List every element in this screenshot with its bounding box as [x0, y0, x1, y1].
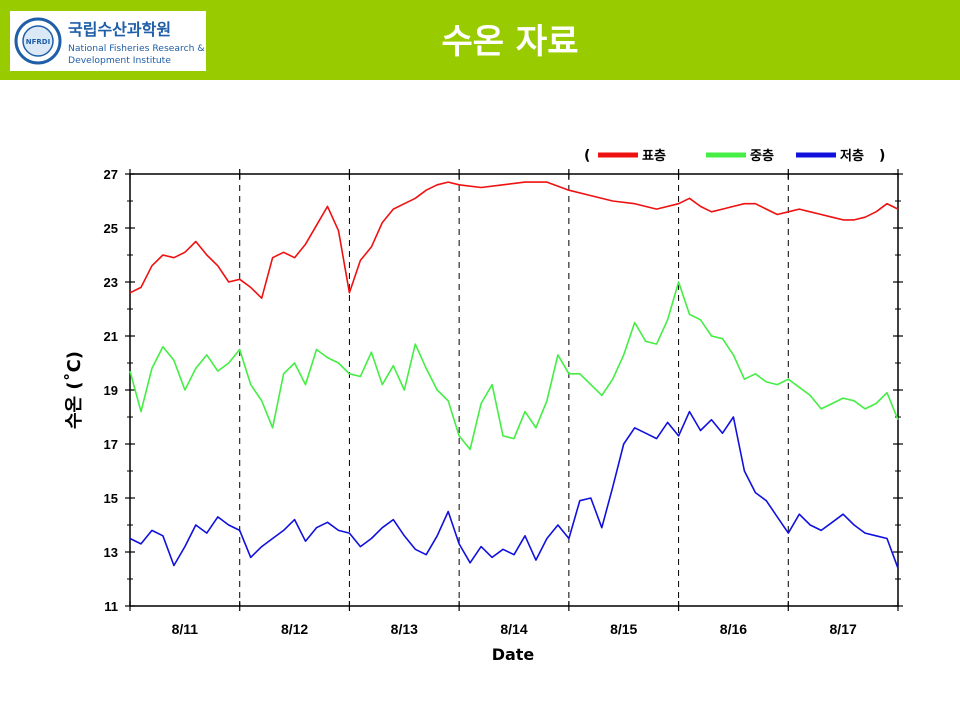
x-date-label-8-13: 8/13	[391, 621, 418, 637]
y-tick-label-27: 27	[104, 167, 118, 182]
slide-title: 수온 자료	[441, 22, 579, 62]
y-tick-label-11: 11	[104, 599, 118, 614]
x-date-label-8-11: 8/11	[172, 621, 199, 637]
x-date-label-8-16: 8/16	[720, 621, 747, 637]
y-axis-label: 수온 (˚C)	[63, 351, 85, 429]
y-tick-label-15: 15	[104, 491, 118, 506]
y-tick-label-25: 25	[104, 221, 118, 236]
series-line-2	[129, 281, 899, 451]
x-axis-label: Date	[492, 645, 535, 664]
series-line-3	[129, 410, 899, 569]
y-tick-label-21: 21	[104, 329, 118, 344]
svg-text:NFRDI: NFRDI	[26, 38, 50, 46]
legend-label-3: 저층	[840, 148, 864, 163]
y-tick-label-13: 13	[104, 545, 118, 560]
x-date-label-8-17: 8/17	[830, 621, 857, 637]
x-date-label-8-14: 8/14	[500, 621, 527, 637]
legend-open-paren: (	[584, 148, 590, 164]
legend-label-1: 표층	[642, 148, 666, 163]
legend-label-2: 중층	[750, 148, 774, 163]
y-tick-label-23: 23	[104, 275, 118, 290]
y-tick-label-19: 19	[104, 383, 118, 398]
x-date-label-8-15: 8/15	[610, 621, 637, 637]
y-tick-label-17: 17	[104, 437, 118, 452]
plot-frame	[129, 173, 899, 607]
institute-logo: NFRDI 국립수산과학원 National Fisheries Researc…	[10, 11, 206, 71]
x-date-label-8-12: 8/12	[281, 621, 308, 637]
svg-text:국립수산과학원: 국립수산과학원	[68, 20, 171, 39]
series-line-1	[129, 181, 899, 300]
legend-close-paren: )	[879, 148, 885, 164]
svg-text:National Fisheries Research &: National Fisheries Research &	[68, 43, 205, 54]
svg-text:Development Institute: Development Institute	[68, 55, 171, 66]
